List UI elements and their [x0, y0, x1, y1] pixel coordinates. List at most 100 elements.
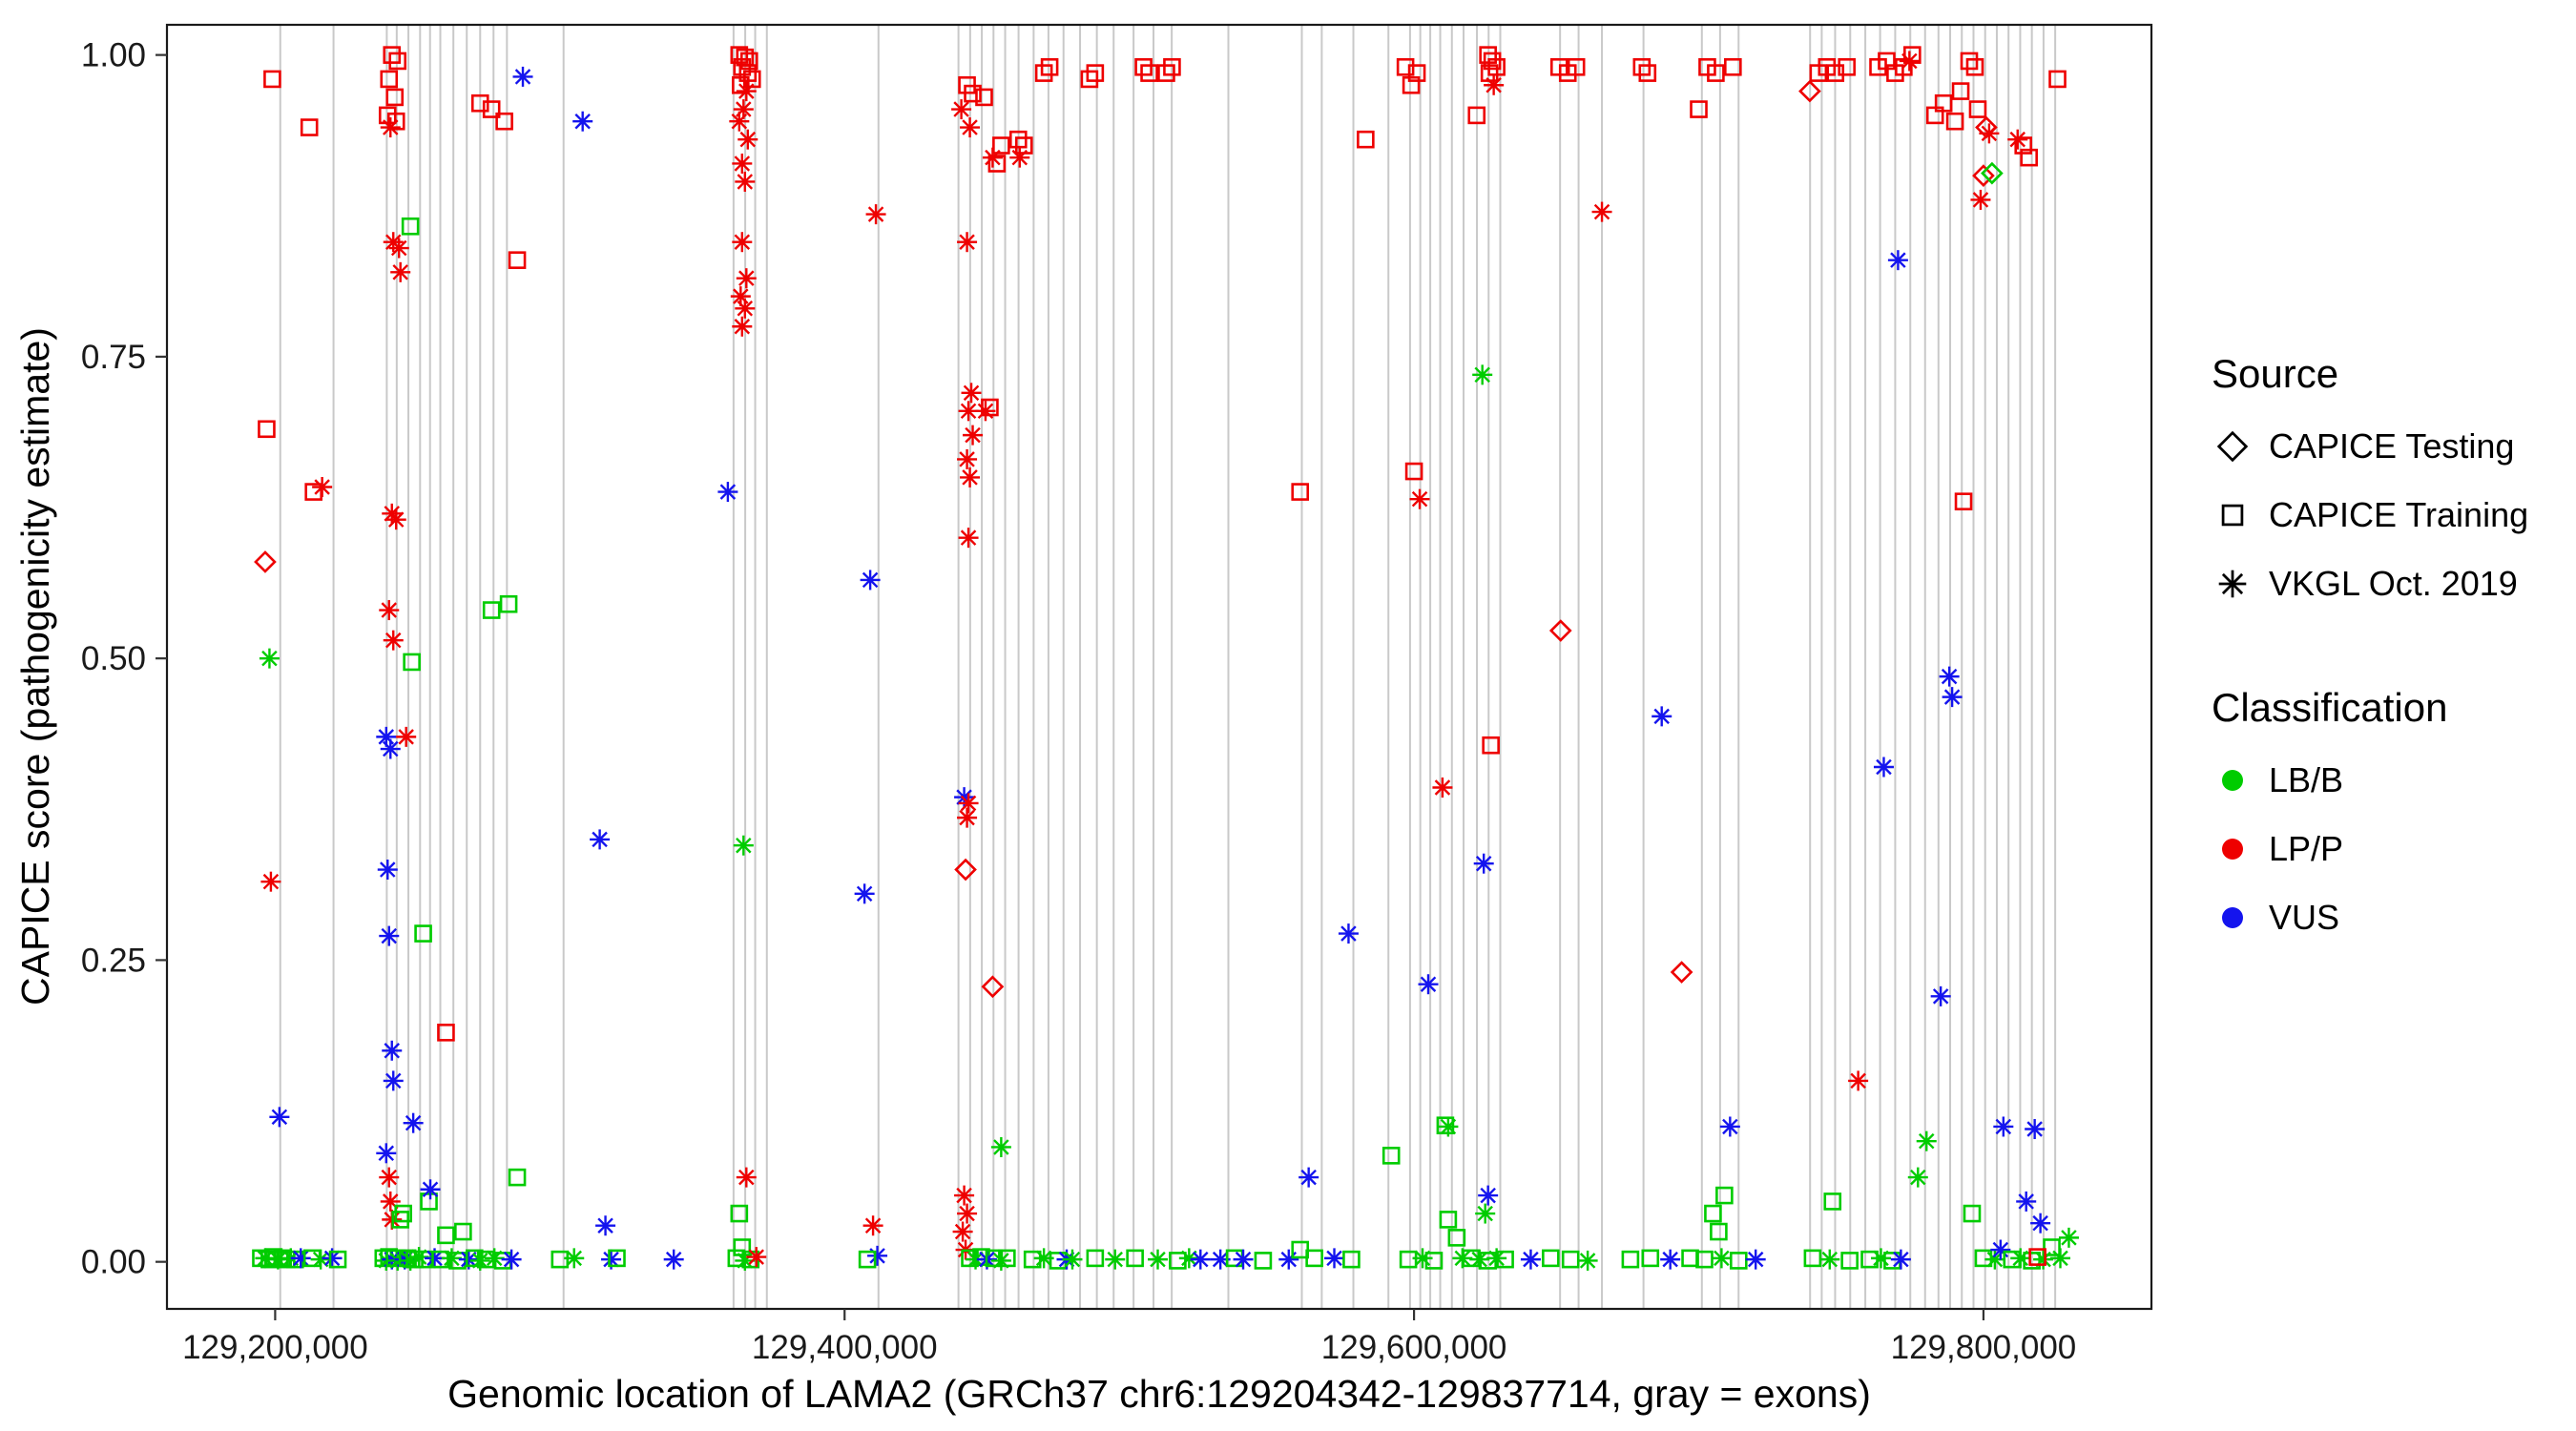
data-point-square — [1381, 1147, 1401, 1165]
data-point-diamond — [1798, 79, 1821, 103]
data-point-square — [1704, 1204, 1722, 1223]
data-point-asterisk — [501, 1249, 522, 1270]
data-point-square — [1163, 57, 1181, 76]
data-point-asterisk — [564, 1248, 585, 1269]
data-point-square — [1826, 64, 1845, 82]
legend-item-lpp: LP/P — [2212, 815, 2528, 883]
data-point-square — [1710, 1222, 1728, 1241]
data-point-asterisk — [735, 171, 756, 192]
asterisk-icon — [2218, 570, 2247, 598]
data-point-asterisk — [975, 401, 996, 422]
data-point-diamond — [1972, 164, 1995, 187]
data-point-square — [1974, 1249, 1993, 1268]
legend-item-capice-training: CAPICE Training — [2212, 481, 2528, 550]
data-point-asterisk — [383, 1070, 404, 1091]
data-point-asterisk — [961, 383, 982, 404]
data-point-square — [975, 88, 993, 107]
data-point-asterisk — [1473, 853, 1494, 874]
data-point-square — [431, 1250, 449, 1269]
data-point-square — [1080, 70, 1099, 89]
data-point-square — [1134, 57, 1153, 76]
data-point-square — [1126, 1249, 1144, 1268]
legend-item-vkgl: VKGL Oct. 2019 — [2212, 550, 2528, 618]
legend-group-source: Source CAPICE Testing CAPICE Training — [2212, 351, 2528, 618]
data-point-asterisk — [2010, 1248, 2031, 1269]
data-point-square — [1157, 64, 1175, 82]
data-point-asterisk — [1062, 1249, 1083, 1270]
data-point-square — [1690, 100, 1708, 118]
data-point-asterisk — [746, 1247, 767, 1268]
data-point-asterisk — [1970, 189, 1991, 210]
data-point-square — [730, 46, 749, 64]
data-point-asterisk — [951, 99, 972, 120]
data-point-asterisk — [732, 316, 753, 337]
data-point-diamond — [1981, 161, 2004, 185]
y-tick-label: 0.00 — [81, 1244, 146, 1281]
y-tick-label: 1.00 — [81, 37, 146, 74]
data-point-square — [1968, 100, 1987, 118]
data-point-asterisk — [385, 509, 406, 530]
legend-group-classification: Classification LB/B LP/P VUS — [2212, 685, 2528, 952]
legend-item-vus: VUS — [2212, 883, 2528, 952]
data-point-asterisk — [2058, 1227, 2079, 1248]
data-point-asterisk — [2016, 1191, 2037, 1212]
data-point-asterisk — [595, 1215, 616, 1236]
data-point-square — [414, 1250, 432, 1269]
data-point-asterisk — [383, 630, 404, 651]
legend-label: VUS — [2269, 898, 2340, 937]
data-point-square — [394, 1204, 412, 1223]
data-point-square — [2043, 1238, 2061, 1256]
data-point-square — [1561, 1250, 1580, 1269]
x-tick-label: 129,600,000 — [1321, 1329, 1507, 1366]
data-point-asterisk — [1298, 1167, 1319, 1188]
data-point-asterisk — [860, 570, 881, 591]
x-tick-label: 129,800,000 — [1891, 1329, 2077, 1366]
data-point-asterisk — [1577, 1250, 1598, 1271]
data-point-square — [1140, 64, 1158, 82]
data-point-square — [1681, 1249, 1699, 1268]
data-point-square — [495, 112, 513, 131]
data-point-asterisk — [1278, 1249, 1299, 1270]
plot-panel-border — [165, 23, 2153, 1311]
x-tick-label: 129,200,000 — [182, 1329, 368, 1366]
data-point-asterisk — [736, 268, 757, 289]
data-point-asterisk — [862, 1215, 883, 1236]
data-point-square — [1086, 64, 1105, 82]
data-point-square — [733, 57, 752, 76]
data-point-asterisk — [1475, 1203, 1496, 1224]
data-point-square — [386, 112, 405, 131]
data-point-asterisk — [1745, 1249, 1766, 1270]
data-point-asterisk — [1930, 985, 1951, 1006]
data-point-square — [1086, 1249, 1105, 1268]
data-point-asterisk — [1711, 1248, 1732, 1269]
data-point-square — [1632, 57, 1652, 76]
data-point-square — [1407, 64, 1426, 82]
data-point-asterisk — [1233, 1249, 1254, 1270]
data-point-asterisk — [388, 238, 409, 259]
data-point-square — [1439, 1211, 1458, 1229]
data-point-asterisk — [958, 528, 979, 549]
data-point-square — [1291, 1240, 1310, 1259]
data-point-square — [1860, 1250, 1879, 1269]
data-point-asterisk — [1338, 923, 1359, 944]
data-point-square — [1729, 1252, 1748, 1270]
data-point-square — [1963, 1204, 1982, 1223]
data-point-asterisk — [990, 1136, 1011, 1157]
data-point-square — [1838, 57, 1856, 76]
data-point-asterisk — [732, 153, 753, 174]
data-point-square — [482, 601, 501, 619]
x-axis-title: Genomic location of LAMA2 (GRCh37 chr6:1… — [447, 1372, 1871, 1416]
dot-icon — [2222, 907, 2243, 928]
data-point-square — [1404, 462, 1423, 481]
data-point-asterisk — [1848, 1070, 1869, 1091]
data-point-asterisk — [260, 871, 281, 892]
y-axis-title: CAPICE score (pathogenicity estimate) — [13, 327, 57, 1006]
data-point-asterisk — [1990, 1239, 2011, 1260]
data-point-square — [1951, 82, 1970, 100]
data-point-asterisk — [1939, 666, 1960, 687]
data-point-asterisk — [380, 1191, 401, 1212]
data-point-square — [608, 1249, 626, 1268]
square-icon — [2221, 504, 2244, 527]
data-point-square — [858, 1250, 877, 1269]
data-point-square — [2048, 70, 2067, 89]
